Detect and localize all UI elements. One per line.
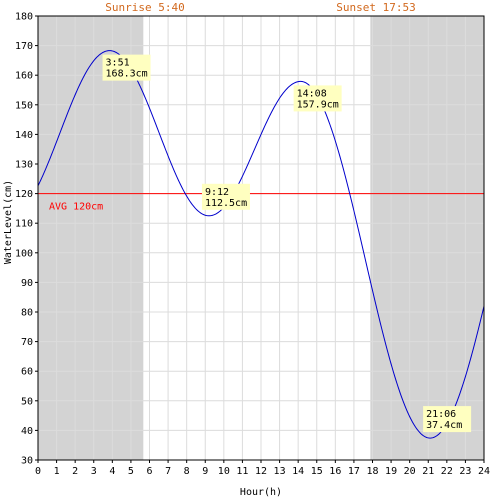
extremum-time: 14:08 — [297, 88, 327, 99]
x-tick-label: 16 — [329, 466, 341, 477]
x-tick-label: 13 — [274, 466, 286, 477]
night-after-sunset — [370, 16, 484, 460]
extremum-time: 3:51 — [106, 58, 130, 69]
annotation-box — [293, 85, 342, 112]
x-tick-label: 6 — [146, 466, 152, 477]
sunset-label: Sunset 17:53 — [336, 1, 415, 14]
y-tick-label: 60 — [21, 367, 33, 378]
x-tick-label: 18 — [366, 466, 378, 477]
average-label: AVG 120cm — [49, 202, 103, 213]
extremum-time: 21:06 — [426, 409, 456, 420]
tide-curve — [37, 50, 485, 439]
y-tick-label: 180 — [15, 12, 33, 23]
y-tick-label: 120 — [15, 189, 33, 200]
annotation-box — [423, 406, 472, 433]
x-tick-label: 15 — [311, 466, 323, 477]
x-tick-label: 4 — [109, 466, 115, 477]
x-tick-label: 12 — [255, 466, 267, 477]
x-tick-label: 14 — [292, 466, 304, 477]
x-tick-label: 22 — [441, 466, 453, 477]
y-tick-label: 110 — [15, 219, 33, 230]
x-tick-label: 3 — [91, 466, 97, 477]
extrema-annotations: 3:51168.3cm9:12112.5cm14:08157.9cm21:063… — [102, 54, 472, 433]
extremum-level: 37.4cm — [426, 420, 462, 431]
sunrise-label: Sunrise 5:40 — [105, 1, 184, 14]
night-before-sunrise — [38, 16, 144, 460]
y-tick-label: 160 — [15, 71, 33, 82]
x-tick-label: 5 — [128, 466, 134, 477]
x-tick-label: 7 — [165, 466, 171, 477]
y-tick-label: 70 — [21, 337, 33, 348]
x-tick-label: 23 — [459, 466, 471, 477]
y-tick-label: 130 — [15, 160, 33, 171]
extremum-level: 168.3cm — [106, 69, 148, 80]
y-axis-ticks: 30 40 50 60 70 80 90 100 110 120 130 140 150 160 170 18… — [15, 12, 38, 467]
x-tick-label: 24 — [478, 466, 490, 477]
y-axis-label: WaterLevel(cm) — [3, 180, 14, 264]
average-line-group: AVG 120cm — [38, 193, 484, 213]
x-tick-label: 0 — [35, 466, 41, 477]
x-tick-label: 9 — [202, 466, 208, 477]
grid — [37, 15, 485, 461]
y-tick-label: 50 — [21, 396, 33, 407]
extremum-time: 9:12 — [205, 187, 229, 198]
x-tick-label: 19 — [385, 466, 397, 477]
x-tick-label: 21 — [422, 466, 434, 477]
y-tick-label: 40 — [21, 426, 33, 437]
x-tick-label: 17 — [348, 466, 360, 477]
y-tick-label: 90 — [21, 278, 33, 289]
y-tick-label: 100 — [15, 248, 33, 259]
extremum-level: 157.9cm — [297, 99, 339, 110]
annotation-box — [201, 183, 250, 210]
x-tick-label: 20 — [404, 466, 416, 477]
y-tick-label: 140 — [15, 130, 33, 141]
x-tick-label: 2 — [72, 466, 78, 477]
annotation-box — [102, 54, 151, 81]
x-tick-label: 8 — [184, 466, 190, 477]
x-axis-label: Hour(h) — [240, 487, 282, 498]
y-tick-label: 30 — [21, 456, 33, 467]
extremum-level: 112.5cm — [205, 198, 247, 209]
x-tick-label: 10 — [218, 466, 230, 477]
y-tick-label: 80 — [21, 308, 33, 319]
y-tick-label: 170 — [15, 41, 33, 52]
x-tick-label: 1 — [54, 466, 60, 477]
x-axis-ticks: 0 1 2 3 4 5 6 7 8 9 10 11 12 13 14 15 16 17 18 19 20 21 22 23 24 — [35, 460, 490, 477]
y-tick-label: 150 — [15, 100, 33, 111]
x-tick-label: 11 — [236, 466, 248, 477]
